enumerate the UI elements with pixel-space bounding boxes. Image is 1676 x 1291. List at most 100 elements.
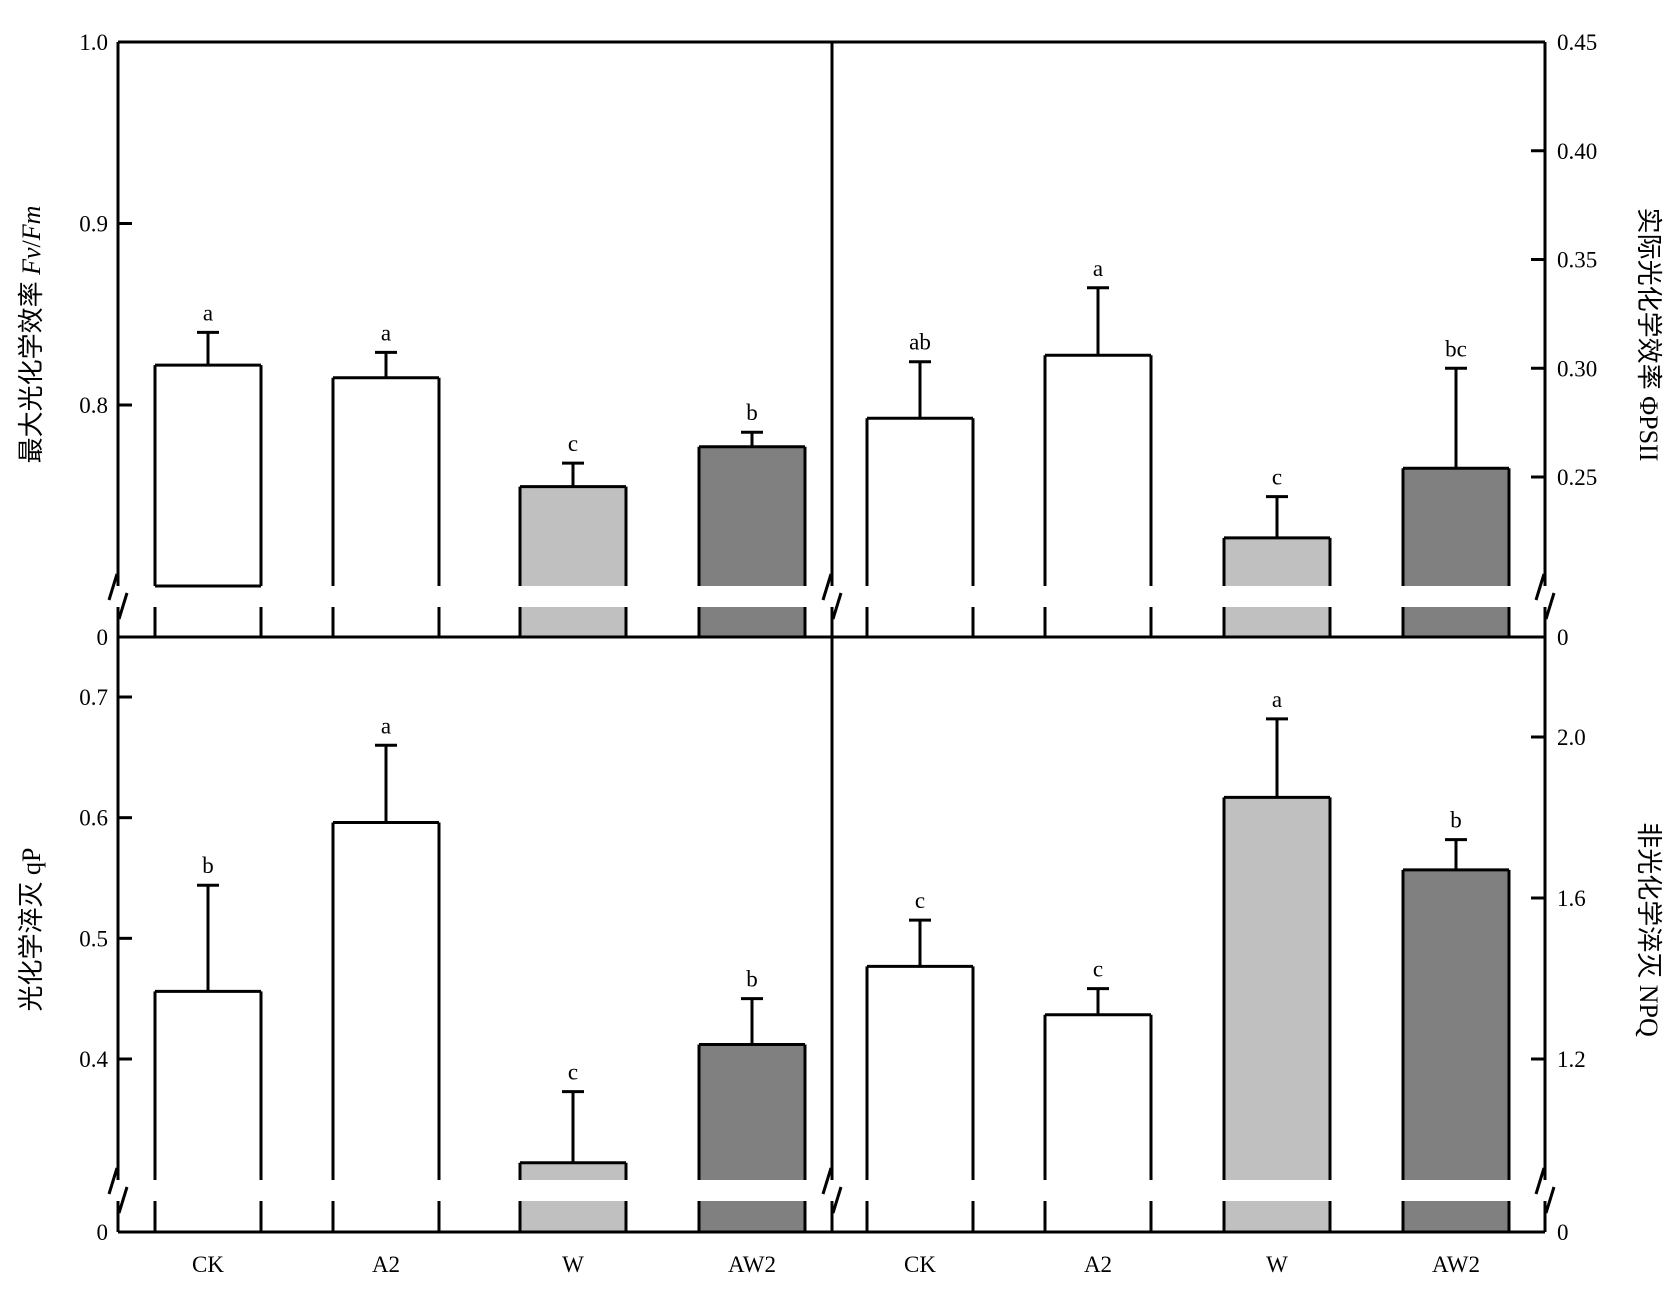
bar-fill-upper — [1224, 797, 1330, 1180]
category-label: W — [1266, 1252, 1288, 1277]
axis-break-mark — [117, 1186, 129, 1214]
y-tick-label: 1.0 — [79, 30, 108, 55]
y-zero-label: 0 — [1557, 1220, 1569, 1245]
y-axis-label: 实际光化学效率 ΦPSII — [1634, 208, 1663, 462]
significance-letter: a — [1272, 687, 1282, 712]
bar-ck: b — [153, 853, 263, 1232]
axis-break-mark — [831, 592, 843, 620]
bar-ck: ab — [865, 330, 975, 637]
y-tick-label: 0.8 — [79, 393, 108, 418]
bar-fill-upper — [699, 446, 805, 586]
significance-letter: b — [1450, 808, 1462, 833]
bar-a2: a — [1043, 256, 1153, 637]
bar-fill-upper — [520, 486, 626, 586]
significance-letter: c — [568, 1060, 578, 1085]
bar-fill-lower — [1224, 1201, 1330, 1232]
category-label: AW2 — [1432, 1252, 1480, 1277]
significance-letter: c — [1272, 465, 1282, 490]
y-axis-label-text: 最大光化学效率 — [17, 275, 46, 464]
y-zero-label: 0 — [97, 1220, 109, 1245]
significance-letter: ab — [909, 330, 931, 355]
y-tick-label: 1.6 — [1557, 886, 1586, 911]
y-zero-label: 0 — [1557, 625, 1569, 650]
bar-fill-lower — [699, 1201, 805, 1232]
bar-fill-upper — [1224, 537, 1330, 586]
significance-letter: c — [915, 888, 925, 913]
bar-a2: c — [1043, 957, 1153, 1232]
bar-fill-lower — [520, 607, 626, 637]
bar-a2: a — [331, 713, 441, 1232]
y-tick-label: 0.45 — [1557, 30, 1597, 55]
category-label: CK — [192, 1252, 224, 1277]
bar-fill-upper — [1403, 869, 1509, 1180]
axis-break-mark — [1534, 1167, 1546, 1195]
significance-letter: a — [1093, 256, 1103, 281]
y-tick-label: 0.40 — [1557, 139, 1597, 164]
y-axis-label: 非光化学淬灭 NPQ — [1634, 822, 1663, 1037]
significance-letter: c — [1093, 957, 1103, 982]
y-tick-label: 0.6 — [79, 806, 108, 831]
axis-break-mark — [107, 573, 119, 601]
bar-aw2: bc — [1401, 336, 1511, 637]
y-tick-label: 0.4 — [79, 1047, 108, 1072]
bar-fill-lower — [1403, 1201, 1509, 1232]
y-axis-label: 光化学淬灭 qP — [17, 848, 46, 1012]
panel-top-right: ab a c bc 0.45 0.40 0.35 0.30 0.25 0 — [865, 30, 1597, 650]
y-tick-label: 0.7 — [79, 685, 108, 710]
bar-w: a — [1222, 687, 1332, 1232]
panel-bottom-left: b a c b 0.7 0.6 0.5 0.4 0 — [79, 685, 807, 1245]
y-tick-label: 0.9 — [79, 212, 108, 237]
significance-letter: c — [568, 431, 578, 456]
bar-fill-lower — [520, 1201, 626, 1232]
significance-letter: bc — [1445, 336, 1467, 361]
y-tick-label: 0.5 — [79, 926, 108, 951]
bar-ck: a — [153, 300, 263, 637]
y-axis-label-italic: Fv — [17, 247, 46, 276]
bar-fill-upper — [1403, 468, 1509, 586]
category-labels: CK A2 W AW2 CK A2 W AW2 — [192, 1252, 1480, 1277]
y-zero-label: 0 — [97, 625, 109, 650]
y-tick-label: 1.2 — [1557, 1047, 1586, 1072]
axis-break-mark — [1534, 573, 1546, 601]
y-tick-label: 0.30 — [1557, 356, 1597, 381]
significance-letter: a — [381, 713, 391, 738]
y-axis-label: 最大光化学效率 Fv/Fm — [17, 206, 46, 464]
bar-fill-lower — [1224, 607, 1330, 637]
axis-break-mark — [831, 1186, 843, 1214]
bar-w: c — [518, 1060, 628, 1232]
y-tick-label: 2.0 — [1557, 725, 1586, 750]
bar-fill-lower — [699, 607, 805, 637]
panel-bottom-right: c c a b 2.0 1.6 1.2 0 — [865, 687, 1586, 1245]
axis-break-mark — [821, 1167, 833, 1195]
bar-w: c — [518, 431, 628, 637]
bar-fill-upper — [699, 1044, 805, 1180]
y-tick-label: 0.35 — [1557, 248, 1597, 273]
bar-aw2: b — [697, 400, 807, 637]
bar-ck: c — [865, 888, 975, 1232]
bar-fill-upper — [520, 1162, 626, 1180]
axis-break-mark — [1544, 1186, 1556, 1214]
category-label: CK — [904, 1252, 936, 1277]
category-label: A2 — [372, 1252, 400, 1277]
significance-letter: a — [381, 320, 391, 345]
axis-break-mark — [821, 573, 833, 601]
significance-letter: b — [746, 967, 758, 992]
category-label: W — [562, 1252, 584, 1277]
panels: aacb1.00.90.80abacbc0.450.400.350.300.25… — [79, 30, 1597, 1245]
axis-break-mark — [1544, 592, 1556, 620]
axis-break-mark — [107, 1167, 119, 1195]
figure-frame — [107, 40, 1556, 1234]
significance-letter: a — [203, 300, 213, 325]
y-axis-labels: 最大光化学效率 Fv/Fm 实际光化学效率 ΦPSII 光化学淬灭 qP 非光化学淬灭… — [17, 206, 1663, 1037]
bar-fill-lower — [1403, 607, 1509, 637]
y-axis-label-italic: Fm — [17, 206, 46, 242]
axis-break-mark — [117, 592, 129, 620]
significance-letter: b — [202, 853, 214, 878]
category-label: AW2 — [728, 1252, 776, 1277]
y-axis-label-slash: / — [17, 239, 46, 247]
significance-letter: b — [746, 400, 758, 425]
category-label: A2 — [1084, 1252, 1112, 1277]
bar-a2: a — [331, 320, 441, 637]
bar-aw2: b — [1401, 808, 1511, 1232]
